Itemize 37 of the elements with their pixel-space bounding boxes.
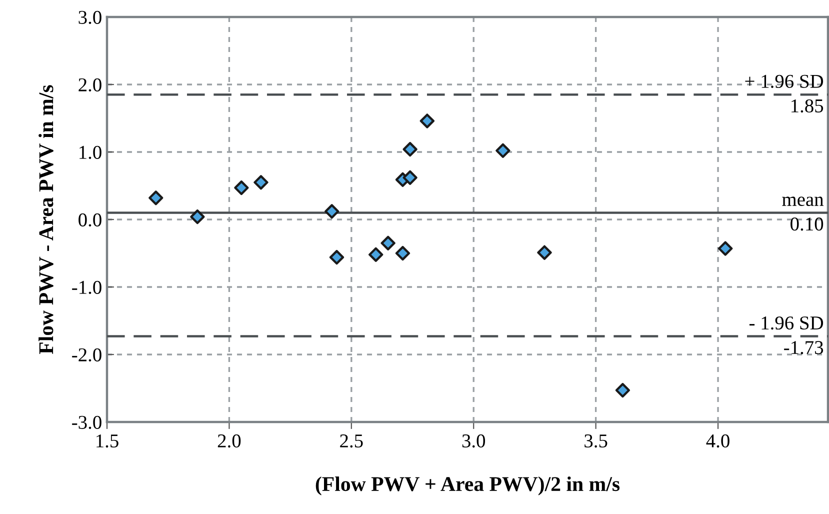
y-tick-label: 3.0 bbox=[78, 10, 102, 24]
annotation: 0.10 bbox=[790, 217, 824, 231]
x-tick-label: 2.0 bbox=[218, 434, 241, 448]
ref-line-label: mean bbox=[782, 196, 824, 206]
point bbox=[324, 204, 340, 219]
point bbox=[615, 382, 630, 398]
x-axis-title: (Flow PWV + Area PWV)/2 in m/s bbox=[316, 476, 620, 496]
annotation: 1.85 bbox=[792, 99, 824, 113]
point bbox=[234, 180, 249, 196]
point bbox=[537, 245, 552, 260]
point bbox=[718, 241, 733, 256]
point bbox=[368, 247, 384, 262]
y-tick-label: 0.0 bbox=[78, 213, 102, 227]
y-tick-label: -3.0 bbox=[72, 416, 102, 430]
point bbox=[420, 114, 434, 128]
point bbox=[254, 175, 268, 190]
y-tick-label: -1.0 bbox=[72, 280, 102, 294]
x-tick-label: 1.5 bbox=[96, 434, 118, 448]
x-tick-label: 2.5 bbox=[340, 434, 363, 448]
x-tick-label: 3.5 bbox=[584, 434, 608, 448]
y-axis-title: Flow PWV - Area PWV in m/s bbox=[38, 85, 54, 354]
y-tick-label: 1.0 bbox=[80, 146, 102, 160]
y-tick-label: -2.0 bbox=[72, 348, 102, 362]
point bbox=[496, 143, 510, 158]
point bbox=[380, 236, 396, 250]
point bbox=[395, 246, 410, 261]
annotation: -1.73 bbox=[784, 341, 824, 354]
point bbox=[190, 209, 205, 224]
point bbox=[148, 190, 164, 206]
ref-line-label: + 1.96 SD bbox=[745, 74, 824, 88]
ref-line-label: - 1.96 SD bbox=[749, 316, 824, 330]
y-tick-label: 2.0 bbox=[78, 78, 102, 92]
x-tick-label: 4.0 bbox=[706, 434, 730, 448]
point bbox=[402, 142, 418, 157]
point bbox=[402, 170, 418, 185]
point bbox=[329, 250, 344, 265]
x-tick-label: 3.0 bbox=[462, 434, 486, 448]
